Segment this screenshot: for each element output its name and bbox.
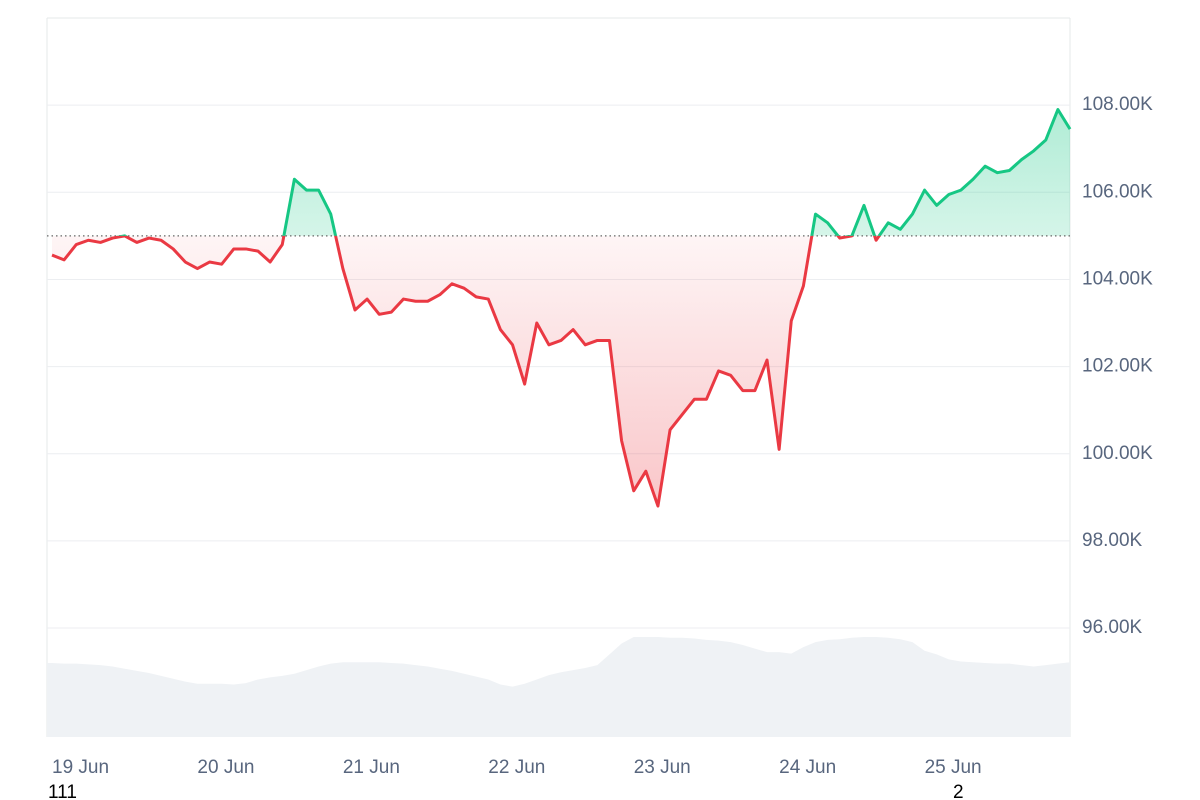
- y-tick-label: 104.00K: [1082, 268, 1153, 289]
- y-tick-label: 102.00K: [1082, 356, 1153, 377]
- x-tick-label: 19 Jun: [52, 757, 109, 778]
- price-line-down: [51, 235, 881, 508]
- x-tick-label: 22 Jun: [488, 757, 545, 778]
- x-tick-label: 25 Jun: [925, 757, 982, 778]
- area-up: [283, 109, 1070, 236]
- y-tick-label: 98.00K: [1082, 530, 1143, 551]
- price-line-up: [116, 108, 1072, 236]
- volume-area: [47, 637, 1070, 737]
- annotation: 2: [953, 782, 964, 800]
- x-tick-label: 23 Jun: [634, 757, 691, 778]
- y-tick-label: 96.00K: [1082, 617, 1143, 638]
- x-tick-label: 21 Jun: [343, 757, 400, 778]
- area-down: [52, 235, 1070, 507]
- y-tick-label: 106.00K: [1082, 181, 1153, 202]
- y-tick-label: 100.00K: [1082, 443, 1153, 464]
- y-tick-label: 108.00K: [1082, 94, 1153, 115]
- x-tick-label: 24 Jun: [779, 757, 836, 778]
- annotation: 111: [48, 782, 77, 800]
- x-tick-label: 20 Jun: [197, 757, 254, 778]
